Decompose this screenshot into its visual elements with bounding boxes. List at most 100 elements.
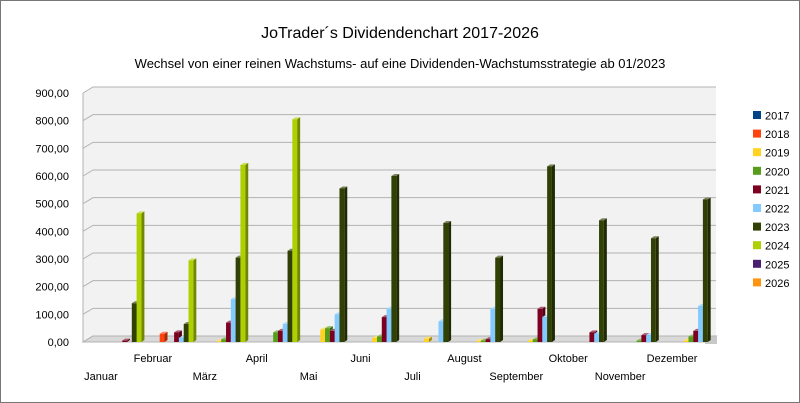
bar-front [292,119,298,343]
bar-top [589,330,598,333]
bar-front [683,340,689,342]
floor-edge [705,336,717,344]
bar-top [547,164,555,167]
bar-front [287,250,293,342]
legend-swatch [753,278,761,287]
plot-background [81,87,718,344]
legend-swatch [753,111,761,119]
legend-label: 2018 [765,129,789,141]
grid-line [82,224,716,232]
legend-item-2026: 2026 [753,278,789,290]
bar-2024-Februar [188,258,197,342]
bar-2024-März [240,162,249,342]
bar-side [193,258,197,342]
bar-side [245,162,249,342]
bar-top [650,236,659,239]
bar-top [122,338,130,341]
bar-front [537,308,543,342]
bar-front [698,306,703,342]
legend-label: 2020 [765,166,789,178]
bar-top [339,186,348,189]
bar-2023-Juni [391,174,400,342]
bar-top [292,117,301,120]
x-tick-label: Januar [84,371,118,383]
bar-side [396,174,400,342]
bar-top [159,331,168,334]
x-tick-label: Dezember [647,353,698,365]
bar-2023-Dezember [702,197,711,342]
bar-top [641,333,650,336]
chart-subtitle: Wechsel von einer reinen Wachstums- auf … [135,56,666,71]
bar-front [542,317,548,342]
bar-side [655,236,659,342]
legend-item-2025: 2025 [753,259,789,271]
legend-item-2022: 2022 [753,204,789,216]
legend-label: 2019 [765,148,789,160]
bar-front [122,340,127,342]
grid-line [82,252,716,260]
bar-front [532,339,538,342]
y-tick-label: 500,00 [35,199,69,211]
y-tick-label: 900,00 [35,88,69,100]
bar-2024-April [292,117,301,343]
legend-item-2017: 2017 [753,111,789,123]
bar-front [641,335,647,342]
legend-swatch [753,129,761,138]
bar-front [386,308,392,342]
bar-front [376,336,382,342]
bar-front [273,332,278,342]
y-tick-label: 400,00 [35,226,69,238]
bar-2024-Januar [136,211,145,342]
bar-side [603,218,607,342]
x-tick-label: Februar [134,353,173,365]
bar-2023-November [650,236,659,342]
bar-front [381,317,387,342]
bar-side [164,331,168,342]
grid-line [82,307,716,315]
bar-side [551,164,555,342]
legend-label: 2017 [765,111,789,123]
y-tick-label: 800,00 [35,116,69,128]
bar-front [235,257,241,342]
legend-item-2023: 2023 [753,222,789,234]
x-tick-label: Oktober [549,353,588,365]
bar-front [438,321,444,342]
bar-top [325,326,333,329]
x-tick-label: Juli [404,371,421,383]
bar-front [688,336,694,342]
bar-front [702,199,708,342]
bar-front [547,166,552,342]
bar-2019-Juli [424,336,432,342]
bar-front [636,340,642,342]
bar-front [325,328,330,342]
bar-top [391,174,400,176]
legend: 2017 2018 2019 2020 2021 2022 2023 2024 2025 2026 [753,111,789,290]
legend-swatch [753,241,761,250]
x-tick-label: September [489,371,543,383]
bar-front [372,337,377,342]
bar-front [131,303,137,342]
bar-2023-Oktober [599,218,607,342]
bar-side [707,197,711,342]
bar-group [122,117,711,343]
legend-label: 2024 [765,241,789,253]
y-tick-label: 300,00 [35,254,69,266]
bar-top [599,218,607,221]
y-tick-label: 600,00 [35,171,69,183]
legend-swatch [753,222,761,231]
bar-front [480,340,486,342]
x-tick-label: April [246,353,268,365]
bar-front [174,332,179,342]
bar-front [282,324,288,342]
legend-swatch [753,166,761,175]
bar-front [320,329,326,342]
grid-line [82,141,716,149]
y-axis-ticks: 0,00 100,00 200,00 300,00 400,00 500,00 600,00… [35,88,69,349]
y-tick-label: 100,00 [35,309,69,321]
legend-label: 2025 [765,259,789,271]
y-tick-label: 700,00 [35,143,69,155]
bar-front [277,330,283,342]
x-tick-label: Mai [300,371,318,383]
bar-front [650,238,656,342]
bar-front [527,340,533,342]
